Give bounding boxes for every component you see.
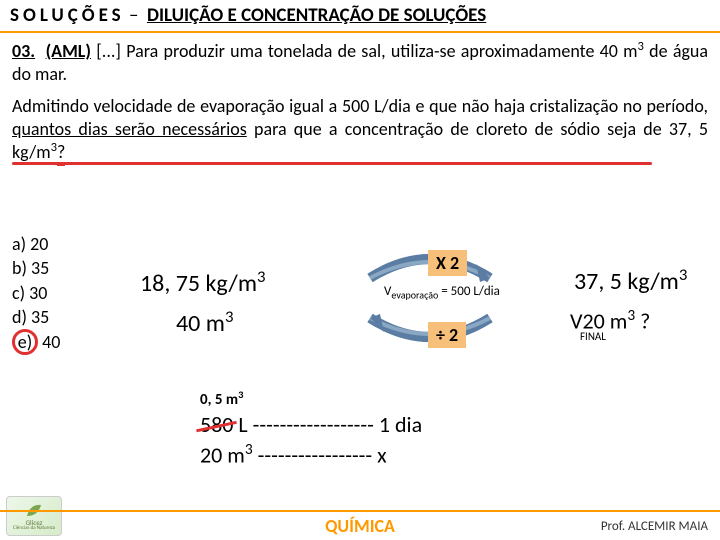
question-ask: quantos dias serão necessários xyxy=(12,118,247,140)
question-block: 03. (AML) [...] Para produzir uma tonela… xyxy=(0,33,720,167)
calc-l2-exp: 3 xyxy=(245,440,253,459)
question-p2a: Admitindo velocidade de evaporação igual… xyxy=(12,95,708,117)
exp-3f: 3 xyxy=(627,306,635,325)
left-volume: 40 m3 xyxy=(176,306,233,338)
option-c: c) 30 xyxy=(12,281,60,305)
times-two-badge: X 2 xyxy=(428,250,467,276)
calc-small: 0, 5 m3 xyxy=(200,388,422,409)
calculation-block: 0, 5 m3 580 L ------------------ 1 dia 2… xyxy=(200,388,422,468)
calc-line2: 20 m3 ----------------- x xyxy=(200,440,422,468)
calc-small-val: 0, 5 m xyxy=(200,391,238,409)
header-title: DILUIÇÃO E CONCENTRAÇÃO DE SOLUÇÕES xyxy=(147,4,486,27)
right-concentration: 37, 5 kg/m3 xyxy=(574,264,687,296)
red-underline-bar xyxy=(12,162,652,165)
calc-l2b: ----------------- x xyxy=(253,441,387,468)
option-d: d) 35 xyxy=(12,305,60,329)
footer-subject: QUÍMICA xyxy=(325,515,395,537)
question-source: (AML) xyxy=(46,40,91,62)
calc-l1b: L ------------------ 1 dia xyxy=(233,411,422,438)
calc-small-exp: 3 xyxy=(238,388,243,401)
evap-eq: = 500 L/dia xyxy=(438,284,500,299)
left-vol-text: 40 m xyxy=(176,309,225,338)
question-p1a: [...] Para produzir uma tonelada de sal,… xyxy=(91,40,638,62)
left-conc-text: 18, 75 kg/m xyxy=(140,269,257,298)
option-e-circled: e) xyxy=(12,329,38,355)
header: SOLUÇÕES – DILUIÇÃO E CONCENTRAÇÃO DE SO… xyxy=(0,0,720,33)
footer-prof: Prof. ALCEMIR MAIA xyxy=(601,519,708,534)
calc-l2a: 20 m xyxy=(200,441,245,468)
right-m: m xyxy=(605,307,628,334)
calc-580-crossed: 580 xyxy=(200,411,233,438)
right-volume: V20 m3 ? FINAL xyxy=(570,306,650,343)
calc-line1: 580 L ------------------ 1 dia xyxy=(200,411,422,438)
exp-3e: 3 xyxy=(679,264,688,285)
header-label: SOLUÇÕES xyxy=(10,4,125,27)
option-a: a) 20 xyxy=(12,232,60,256)
div-two-badge: ÷ 2 xyxy=(428,322,466,348)
header-sep: – xyxy=(129,4,138,27)
option-e-val: 40 xyxy=(38,331,60,353)
footer: QUÍMICA Prof. ALCEMIR MAIA xyxy=(0,510,720,540)
evap-sub: evaporação xyxy=(391,289,438,302)
exp-3c: 3 xyxy=(257,266,266,287)
exp-3d: 3 xyxy=(225,306,234,327)
question-p2c: ? xyxy=(57,141,65,166)
work-area: 18, 75 kg/m3 40 m3 X 2 ÷ 2 Vevaporação =… xyxy=(120,248,710,388)
option-e: e) 40 xyxy=(12,329,60,355)
left-concentration: 18, 75 kg/m3 xyxy=(140,266,266,298)
right-q: ? xyxy=(635,307,650,334)
evaporation-rate: Vevaporação = 500 L/dia xyxy=(384,284,500,302)
options-list: a) 20 b) 35 c) 30 d) 35 e) 40 xyxy=(12,232,60,355)
question-number: 03. xyxy=(12,40,35,62)
right-conc-text: 37, 5 kg/m xyxy=(574,267,679,296)
option-b: b) 35 xyxy=(12,256,60,280)
